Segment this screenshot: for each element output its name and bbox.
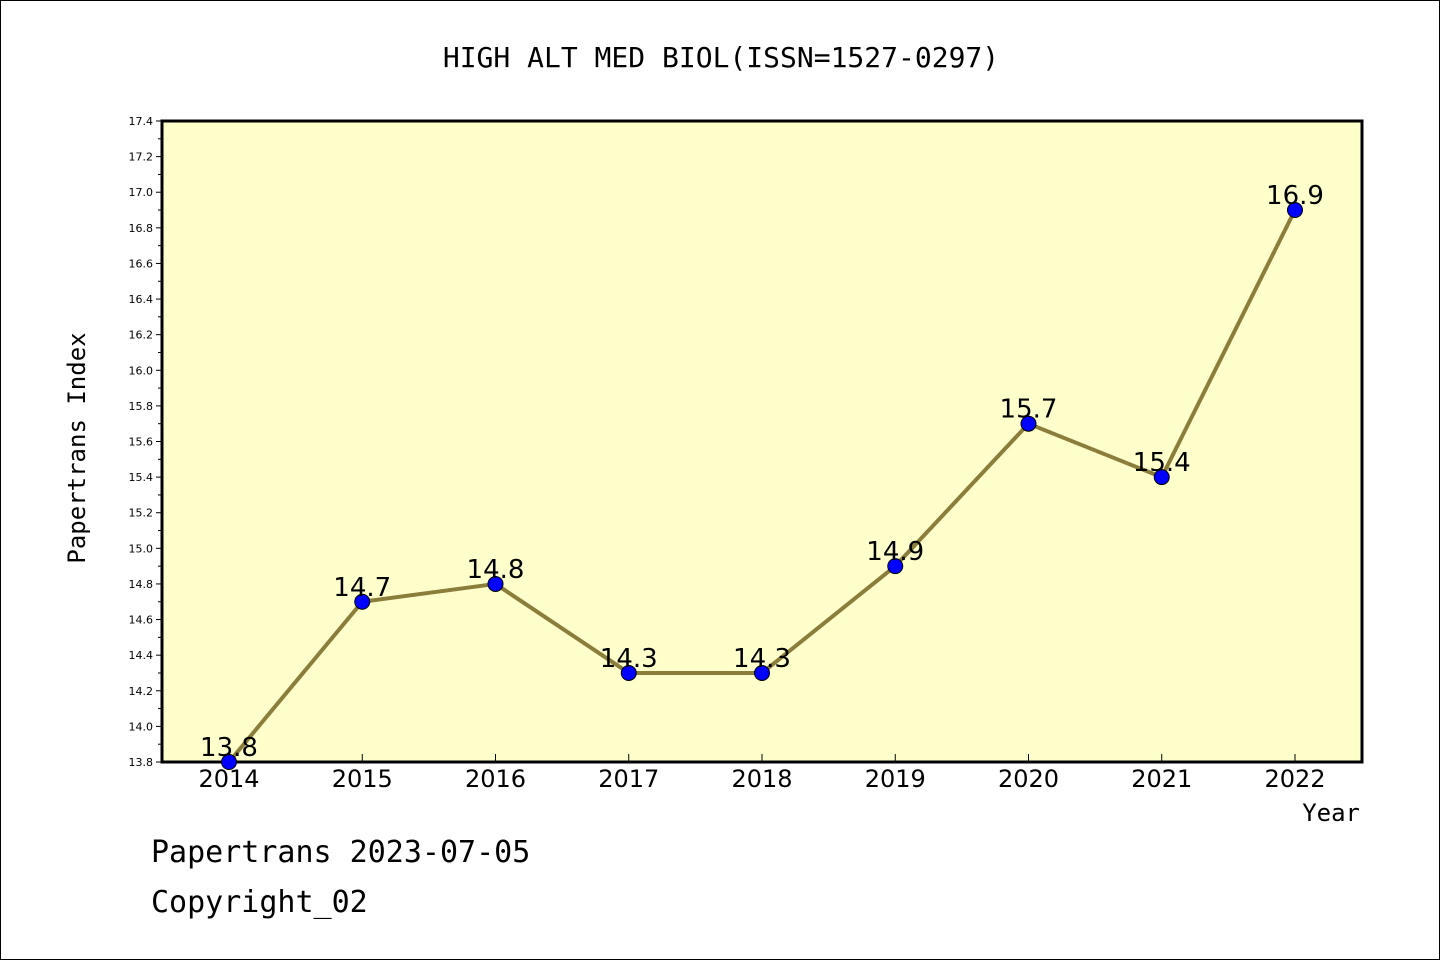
y-tick-label: 15.8: [129, 400, 154, 413]
data-label: 14.3: [733, 644, 791, 674]
y-tick-label: 16.4: [129, 293, 154, 306]
y-axis-title: Papertrans Index: [63, 332, 91, 563]
footer-copyright: Copyright_02: [151, 885, 368, 920]
y-tick-label: 14.6: [129, 614, 154, 627]
data-point: [487, 575, 504, 592]
data-point: [354, 593, 371, 610]
x-axis: 2014 2015 2016 2017 2018 2019 2020 2021 2022: [198, 754, 1326, 793]
chart-title: HIGH ALT MED BIOL(ISSN=1527-0297): [443, 41, 999, 74]
data-label: 13.8: [200, 733, 258, 763]
y-tick-label: 17.0: [129, 186, 154, 199]
x-tick-label: 2015: [332, 765, 393, 793]
y-tick-label: 15.0: [129, 542, 154, 555]
y-tick-label: 17.2: [129, 151, 154, 164]
y-tick-label: 16.0: [129, 364, 154, 377]
x-tick-label: 2017: [598, 765, 659, 793]
data-label: 15.4: [1133, 448, 1191, 478]
x-tick-label: 2020: [998, 765, 1059, 793]
x-tick-label: 2019: [865, 765, 926, 793]
footer-date: Papertrans 2023-07-05: [151, 835, 531, 870]
y-tick-label: 15.6: [129, 436, 154, 449]
data-label: 15.7: [1000, 395, 1058, 425]
data-label: 16.9: [1266, 181, 1324, 211]
data-point: [620, 664, 637, 681]
data-label: 14.8: [467, 555, 525, 585]
y-tick-label: 17.4: [129, 115, 154, 128]
y-tick-label: 15.4: [129, 471, 154, 484]
data-label: 14.3: [600, 644, 658, 674]
data-markers: [221, 202, 1303, 770]
y-axis: 13.8 14.0 14.2 14.4 14.6 14.8 15.0 15.2 15.4 15.6…: [129, 115, 162, 769]
y-tick-label: 13.8: [129, 756, 154, 769]
x-tick-label: 2021: [1131, 765, 1192, 793]
y-tick-label: 14.8: [129, 578, 154, 591]
y-tick-label: 14.4: [129, 649, 154, 662]
y-tick-label: 16.2: [129, 329, 154, 342]
data-label: 14.9: [866, 537, 924, 567]
plot-area: [160, 119, 1364, 764]
data-point: [754, 664, 770, 681]
data-point: [1153, 469, 1170, 486]
data-point: [221, 754, 237, 770]
x-axis-title: Year: [1302, 799, 1360, 827]
x-tick-label: 2022: [1264, 765, 1325, 793]
y-tick-label: 16.8: [129, 222, 154, 235]
y-tick-label: 14.0: [129, 720, 154, 733]
data-point: [1020, 415, 1037, 432]
y-tick-label: 16.6: [129, 257, 154, 270]
x-tick-label: 2016: [465, 765, 526, 793]
data-labels: 13.8 14.7 14.8 14.3 14.3 14.9 15.7 15.4 16.9: [200, 181, 1324, 763]
x-tick-label: 2018: [731, 765, 792, 793]
data-point: [1287, 202, 1303, 219]
y-tick-label: 14.2: [129, 685, 154, 698]
y-tick-label: 15.2: [129, 507, 154, 520]
data-point: [887, 558, 904, 575]
data-label: 14.7: [333, 573, 391, 603]
